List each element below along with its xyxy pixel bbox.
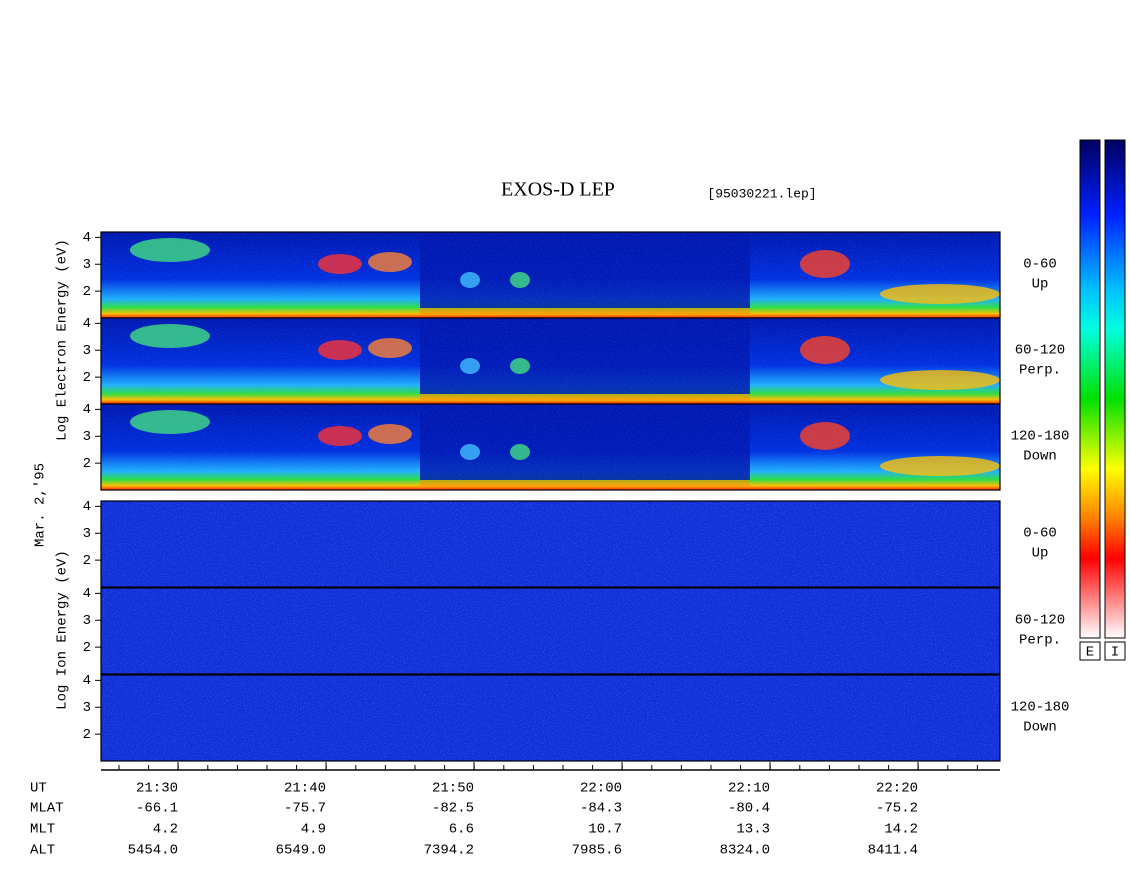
panels: 2 3 4 0-60 Up 2 3 4 60-120 Perp. 2 3 4 120-180 Down 2 3 4… — [83, 230, 1070, 762]
row-value: -75.2 — [876, 801, 918, 817]
row-value: -84.3 — [580, 801, 622, 817]
y-tick-label: 2 — [83, 456, 91, 472]
colorbar-box — [1079, 641, 1101, 661]
y-tick-label: 2 — [83, 640, 91, 656]
row-name: UT — [30, 781, 47, 797]
panel-direction: Down — [1023, 720, 1057, 736]
panel-frame — [100, 403, 1001, 491]
x-tick-label: 22:20 — [876, 781, 918, 797]
x-tick-label: 22:00 — [580, 781, 622, 797]
row-value: 8324.0 — [720, 843, 770, 859]
panel-angle: 120-180 — [1011, 700, 1070, 716]
y-tick-label: 4 — [83, 586, 91, 602]
row-value: 7985.6 — [572, 843, 622, 859]
file-name: [95030221.lep] — [707, 186, 816, 201]
y-tick-label: 3 — [83, 343, 91, 359]
y-tick-label: 4 — [83, 402, 91, 418]
row-name: ALT — [30, 843, 55, 859]
row-value: 13.3 — [736, 822, 770, 838]
row-value: 6.6 — [449, 822, 474, 838]
y-tick-label: 3 — [83, 257, 91, 273]
colorbar — [1104, 139, 1126, 639]
panel-angle: 0-60 — [1023, 257, 1057, 273]
row-name: MLT — [30, 822, 55, 838]
y-tick-label: 2 — [83, 284, 91, 300]
spectrogram-noise — [101, 588, 1000, 674]
colorbar-label: I — [1111, 645, 1119, 661]
y-tick-label: 3 — [83, 700, 91, 716]
panel-frame — [100, 500, 1001, 588]
row-name: MLAT — [30, 801, 64, 817]
y-tick-label: 2 — [83, 727, 91, 743]
panel-angle: 120-180 — [1011, 429, 1070, 445]
x-tick-label: 22:10 — [728, 781, 770, 797]
chart-title: EXOS-D LEP — [501, 179, 615, 201]
colorbar-label: E — [1086, 645, 1094, 661]
x-tick-label: 21:30 — [136, 781, 178, 797]
row-value: 5454.0 — [128, 843, 178, 859]
row-value: -82.5 — [432, 801, 474, 817]
panel-direction: Down — [1023, 449, 1057, 465]
row-value: 14.2 — [884, 822, 918, 838]
panel-direction: Up — [1032, 277, 1049, 293]
x-axis-ticks: UT 21:30 21:40 21:50 22:00 22:10 22:20 MLAT -66.… — [30, 762, 978, 859]
y-tick-label: 3 — [83, 526, 91, 542]
row-value: 8411.4 — [868, 843, 918, 859]
y-axis-label: Log Electron Energy (eV) — [55, 239, 71, 441]
panel-angle: 60-120 — [1015, 343, 1065, 359]
y-tick-label: 4 — [83, 499, 91, 515]
row-value: 10.7 — [588, 822, 622, 838]
y-tick-label: 2 — [83, 553, 91, 569]
y-axis-label: Log Ion Energy (eV) — [55, 550, 71, 710]
panel-frame — [100, 587, 1001, 675]
row-value: 6549.0 — [276, 843, 326, 859]
panel-angle: 0-60 — [1023, 526, 1057, 542]
y-tick-label: 4 — [83, 230, 91, 246]
panel-frame — [100, 674, 1001, 762]
spectrogram-noise — [101, 675, 1000, 761]
spectrogram-noise — [101, 318, 1000, 404]
panel-direction: Up — [1032, 546, 1049, 562]
colorbar-box — [1104, 641, 1126, 661]
spectrogram-noise — [101, 501, 1000, 587]
row-value: -75.7 — [284, 801, 326, 817]
row-value: -66.1 — [136, 801, 178, 817]
row-value: 4.2 — [153, 822, 178, 838]
panel-direction: Perp. — [1019, 633, 1061, 649]
row-value: 4.9 — [301, 822, 326, 838]
x-tick-label: 21:40 — [284, 781, 326, 797]
date-label: Mar. 2,'95 — [33, 463, 49, 547]
panel-angle: 60-120 — [1015, 613, 1065, 629]
spectrogram-noise — [101, 404, 1000, 490]
y-tick-label: 3 — [83, 429, 91, 445]
row-value: 7394.2 — [424, 843, 474, 859]
panel-direction: Perp. — [1019, 363, 1061, 379]
y-tick-label: 2 — [83, 370, 91, 386]
y-tick-label: 4 — [83, 673, 91, 689]
colorbar — [1079, 139, 1101, 639]
x-tick-label: 21:50 — [432, 781, 474, 797]
y-tick-label: 4 — [83, 316, 91, 332]
spectrogram-noise — [101, 232, 1000, 318]
row-value: -80.4 — [728, 801, 770, 817]
y-tick-label: 3 — [83, 613, 91, 629]
